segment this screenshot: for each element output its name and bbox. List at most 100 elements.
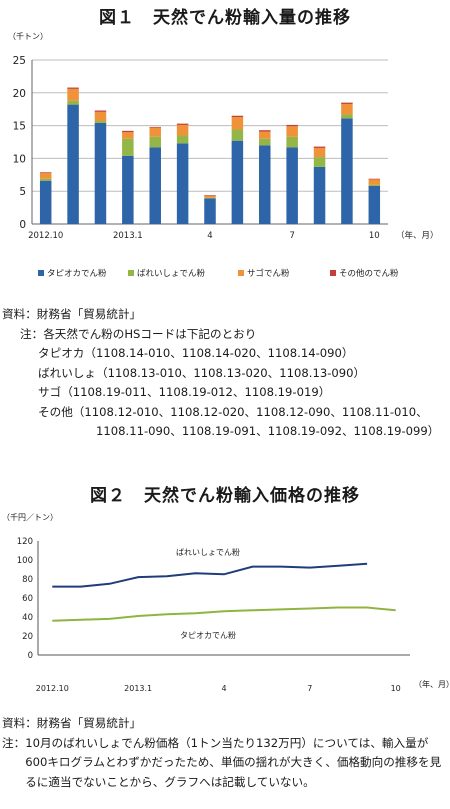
bar-segment [149, 147, 161, 224]
hs-code-tapioca: タピオカ（1108.14-010、1108.14-020、1108.14-090… [38, 346, 354, 360]
figure2-note-text: 10月のばれいしょでん粉価格（1トン当たり132万円）については、輸入量が600… [25, 735, 442, 789]
x-tick-label: 7 [307, 684, 312, 693]
figure1-note-head: 注：各天然でん粉のHSコードは下記のとおり [20, 326, 257, 341]
bar-segment [67, 104, 79, 224]
figure2-axes [37, 541, 410, 656]
figure1-bars [39, 87, 381, 224]
figure2-unit-label: （千円／トン） [2, 512, 58, 522]
bar-segment [286, 124, 298, 127]
bar-segment [313, 147, 326, 158]
x-tick-label: 7 [289, 231, 294, 241]
bar-segment [204, 195, 216, 198]
hs-code-other-1: その他（1108.12-010、1108.12-020、1108.12-090、… [38, 404, 428, 419]
bar-segment [39, 172, 52, 179]
bar-segment [67, 88, 79, 101]
x-tick-label: 4 [207, 231, 212, 241]
y-tick-label: 5 [19, 186, 26, 198]
figure2-source: 資料：財務省「貿易統計」 [2, 716, 142, 730]
tapioca-price-line [52, 606, 396, 622]
bar-segment [368, 184, 381, 186]
bar-segment [313, 166, 326, 224]
bar-segment [341, 118, 353, 224]
y-tick-label: 25 [13, 55, 26, 67]
bar-segment [341, 114, 353, 119]
bar-segment [122, 130, 134, 133]
x-tick-label: 2013.1 [124, 684, 152, 693]
x-tick-label: 10 [391, 684, 401, 693]
bar-segment [231, 129, 244, 141]
bar-segment [286, 126, 298, 137]
bar-segment [149, 126, 161, 128]
hs-code-sago: サゴ（1108.19-011、1108.19-012、1108.19-019） [38, 385, 331, 399]
bar-segment [368, 179, 381, 185]
legend-swatch-tapioca [38, 270, 44, 276]
bar-segment [94, 111, 107, 122]
bar-segment [67, 100, 79, 105]
x-tick-label: 10 [369, 231, 380, 241]
bar-segment [39, 172, 52, 173]
bar-segment [176, 124, 189, 136]
bar-segment [368, 178, 381, 180]
figure2-notes: 資料：財務省「貿易統計」 注： 10月のばれいしょでん粉価格（1トン当たり132… [2, 714, 448, 792]
potato-price-line [52, 562, 368, 588]
figure2-x-axis: 2012.10 2013.1 4 7 10 [36, 684, 401, 693]
figure1-notes: 資料：財務省「貿易統計」 注：各天然でん粉のHSコードは下記のとおり タピオカ（… [2, 305, 448, 442]
bar-segment [176, 135, 189, 144]
bar-segment [122, 138, 134, 156]
bar-segment [231, 115, 244, 118]
bar-segment [94, 110, 107, 112]
y-tick-label: 0 [28, 651, 33, 661]
bar-segment [231, 117, 244, 130]
bar-segment [122, 155, 134, 224]
figure2-y-axis: 0 20 40 60 80 100 120 [17, 537, 33, 661]
bar-segment [259, 145, 271, 224]
bar-segment [259, 130, 271, 132]
bar-segment [149, 127, 161, 137]
bar-segment [313, 146, 326, 148]
legend-label-sago: サゴでん粉 [247, 268, 290, 279]
bar-segment [39, 180, 52, 224]
legend-swatch-potato [128, 270, 134, 276]
potato-series-label: ばれいしょでん粉 [176, 547, 240, 557]
figure1-source: 資料：財務省「貿易統計」 [2, 307, 142, 321]
x-tick-label: 4 [221, 684, 226, 693]
figure1-unit-label: （千トン） [8, 31, 48, 41]
legend-swatch-sago [238, 270, 244, 276]
bar-segment [341, 103, 353, 115]
bar-segment [39, 178, 52, 181]
x-tick-label: 2012.10 [28, 231, 63, 241]
y-tick-label: 20 [13, 88, 26, 100]
figure1-title: 図１ 天然でん粉輸入量の推移 [99, 8, 351, 28]
hs-code-potato: ばれいしょ（1108.13-010、1108.13-020、1108.13-09… [38, 365, 366, 380]
y-tick-label: 20 [22, 632, 33, 642]
bar-segment [341, 102, 353, 104]
y-tick-label: 0 [19, 219, 26, 231]
import-price-chart: （千円／トン） （年、月） 0 20 40 60 80 100 120 ばれいし… [2, 512, 450, 693]
hs-code-other-2: 1108.11-090、1108.19-091、1108.19-092、1108… [96, 424, 440, 438]
y-tick-label: 10 [13, 153, 26, 165]
bar-segment [286, 147, 298, 224]
figure2-note-label: 注： [2, 735, 26, 750]
legend-label-other: その他のでん粉 [339, 268, 399, 279]
y-tick-label: 100 [17, 556, 33, 566]
bar-segment [204, 198, 216, 224]
bar-segment [368, 185, 381, 224]
y-tick-label: 120 [17, 537, 33, 547]
bar-segment [122, 132, 134, 139]
bar-segment [204, 197, 216, 199]
x-tick-label: 2012.10 [36, 684, 69, 693]
bar-segment [94, 122, 107, 224]
bar-segment [286, 136, 298, 148]
figure1-gridlines [31, 59, 388, 225]
bar-segment [259, 138, 271, 146]
tapioca-series-label: タピオカでん粉 [180, 630, 236, 640]
y-tick-label: 80 [22, 575, 33, 585]
x-tick-label: 2013.1 [113, 231, 143, 241]
bar-segment [94, 121, 107, 123]
y-tick-label: 60 [22, 594, 33, 604]
bar-segment [313, 157, 326, 167]
figure2-axis-suffix: （年、月） [414, 679, 450, 689]
y-tick-label: 15 [13, 121, 26, 133]
bar-segment [67, 87, 79, 89]
bar-segment [149, 136, 161, 148]
